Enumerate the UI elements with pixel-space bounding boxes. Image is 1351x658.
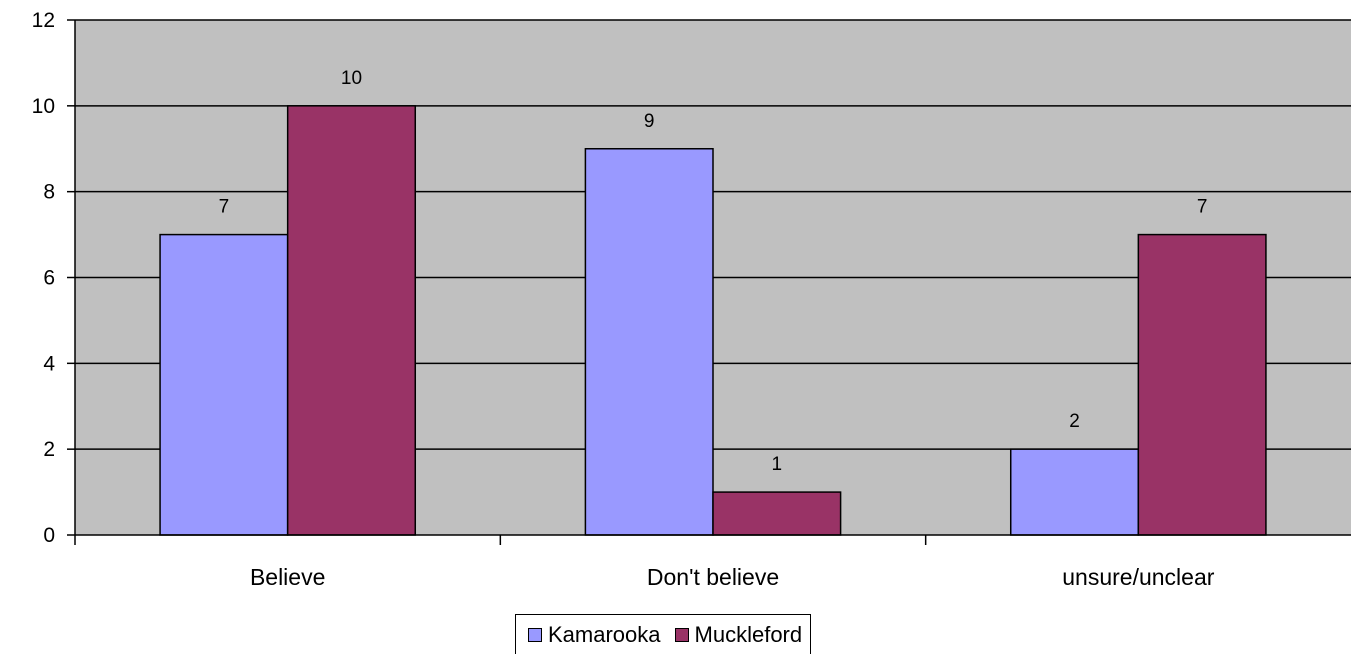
x-category-label: unsure/unclear	[1062, 564, 1214, 590]
data-label: 1	[772, 454, 783, 475]
bar-muckleford-0	[286, 105, 417, 536]
data-label: 7	[1197, 197, 1208, 218]
bar-kamarooka-0	[159, 233, 289, 536]
x-category-label: Don't believe	[647, 564, 779, 590]
data-label: 10	[341, 68, 362, 89]
bar-kamarooka-1	[584, 148, 714, 536]
y-tick-label: 2	[43, 438, 55, 461]
y-tick-label: 12	[32, 9, 55, 32]
axes	[67, 19, 1351, 545]
bar-kamarooka-2	[1009, 448, 1140, 536]
data-label: 7	[219, 197, 230, 218]
bars	[159, 105, 1267, 536]
y-tick-label: 8	[43, 181, 55, 204]
legend-item-muckleford: Muckleford	[674, 621, 803, 648]
y-tick-label: 10	[32, 95, 55, 118]
y-tick-label: 4	[43, 352, 55, 375]
y-tick-labels: 0 2 4 6 8 10 12	[32, 9, 56, 547]
bar-muckleford-2	[1137, 233, 1267, 536]
legend-label-muckleford: Muckleford	[694, 621, 803, 647]
x-tick-labels: Believe Don't believe unsure/unclear	[250, 564, 1215, 590]
legend-item-kamarooka: Kamarooka	[528, 622, 661, 648]
data-label: 9	[644, 111, 655, 132]
x-category-label: Believe	[250, 564, 325, 590]
data-labels: 7 10 9 1 2 7	[219, 68, 1208, 475]
y-tick-label: 6	[43, 267, 55, 290]
bar-muckleford-1	[712, 491, 842, 536]
legend-label-kamarooka: Kamarooka	[548, 621, 661, 647]
legend-swatch-kamarooka	[528, 627, 542, 642]
y-tick-label: 0	[43, 524, 55, 547]
data-label: 2	[1069, 411, 1080, 432]
legend-swatch-muckleford	[674, 627, 689, 642]
legend: Kamarooka Muckleford	[515, 614, 812, 654]
